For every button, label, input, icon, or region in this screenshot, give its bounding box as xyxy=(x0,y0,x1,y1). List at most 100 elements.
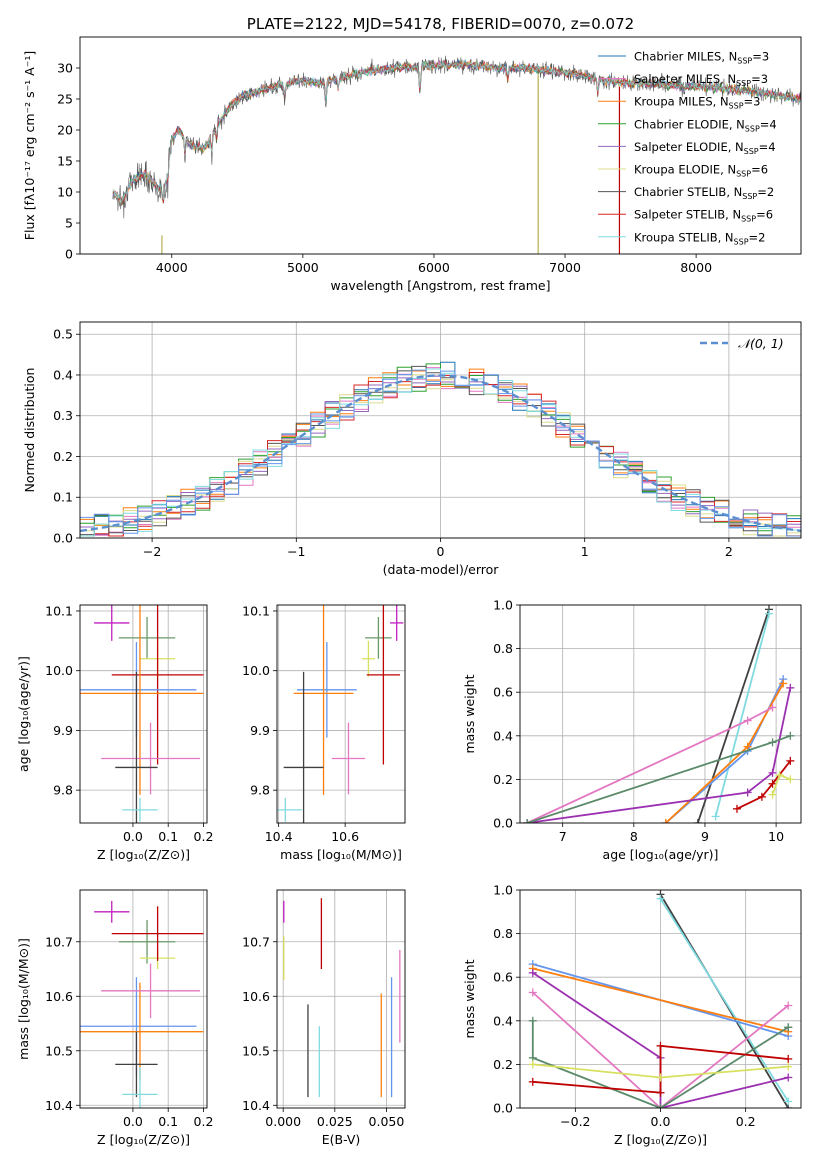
y-tick-label: 0.4 xyxy=(493,728,513,743)
y-tick-label: 0.8 xyxy=(493,641,513,656)
error-bar-point xyxy=(283,671,324,823)
weight-marker xyxy=(784,1023,793,1032)
weight-line xyxy=(696,609,770,823)
weight-line xyxy=(714,613,770,817)
weight-marker xyxy=(656,1041,665,1050)
axes-frame xyxy=(276,604,406,824)
weight-line xyxy=(532,967,789,1033)
weight-marker xyxy=(768,779,777,788)
panel-weight_vs_age: 7 8 9 10 0.0 0.2 0.4 0.6 0.8 1.0 age [log₁₀(age/yr… xyxy=(462,598,802,862)
plot-area xyxy=(523,605,795,823)
y-tick-label: 0.2 xyxy=(493,772,513,787)
weight-marker xyxy=(528,1077,537,1086)
x-tick-label: 0.2 xyxy=(194,1114,214,1129)
legend-label: Chabrier STELIB, NSSP=2 xyxy=(634,185,774,201)
legend-label: Kroupa STELIB, NSSP=2 xyxy=(634,230,765,246)
y-tick-label: 0.6 xyxy=(493,970,513,985)
x-tick-label: 6000 xyxy=(418,260,450,275)
error-bar-point xyxy=(277,797,302,822)
panel-age_vs_mass: 10.4 10.6 9.8 9.9 10.0 10.1 mass [log₁₀(M/M⊙)] xyxy=(242,603,406,862)
weight-marker xyxy=(743,788,752,797)
y-tick-label: 1.0 xyxy=(493,598,513,613)
weight-marker xyxy=(656,1104,665,1108)
weight-marker xyxy=(786,731,795,740)
legend: Chabrier MILES, NSSP=3 Salpeter MILES, NS… xyxy=(598,50,777,246)
y-tick-label: 0.0 xyxy=(493,816,513,831)
y-tick-label: 0.5 xyxy=(53,327,73,342)
weight-marker xyxy=(661,819,670,823)
error-bar-point xyxy=(80,605,204,795)
weight-marker xyxy=(757,792,766,801)
x-tick-label: 8000 xyxy=(680,260,712,275)
error-bar-point xyxy=(101,722,200,795)
y-tick-label: 10.0 xyxy=(242,663,270,678)
x-axis-label: wavelength [Angstrom, rest frame] xyxy=(330,278,550,293)
weight-marker xyxy=(743,716,752,725)
x-tick-label: 10.4 xyxy=(265,829,293,844)
x-tick-label: 4000 xyxy=(156,260,188,275)
weight-marker xyxy=(784,1097,793,1106)
y-tick-label: 20 xyxy=(57,123,73,138)
y-tick-label: 0.4 xyxy=(53,367,73,382)
weight-marker xyxy=(784,1062,793,1071)
weight-marker xyxy=(784,1073,793,1082)
y-tick-label: 10.7 xyxy=(242,934,270,949)
error-bar-point xyxy=(390,605,404,641)
plot-area xyxy=(277,605,405,823)
panel-mass_vs_EBV: 0.000 0.025 0.050 10.4 10.5 10.6 10.7 E(B-V) xyxy=(242,889,406,1147)
error-bar-point xyxy=(361,640,376,677)
panel-mass_vs_Z: 0.0 0.1 0.2 10.4 10.5 10.6 10.7 Z [log₁₀(Z/Z⊙)]… xyxy=(16,889,214,1147)
plot-area xyxy=(112,55,801,254)
weight-marker xyxy=(523,819,532,823)
x-tick-label: 1 xyxy=(581,544,589,559)
y-axis-label: mass weight xyxy=(462,959,477,1038)
weight-marker xyxy=(656,1088,665,1097)
chart-title: PLATE=2122, MJD=54178, FIBERID=0070, z=0… xyxy=(247,15,634,33)
panel-spectrum: 4000 5000 6000 7000 8000 0 5 10 15 20 25 30 waveleng… xyxy=(22,15,802,293)
weight-line xyxy=(659,898,789,1102)
y-tick-label: 0.3 xyxy=(53,408,73,423)
weight-marker xyxy=(768,768,777,777)
y-tick-label: 0.6 xyxy=(493,685,513,700)
weight-marker xyxy=(656,894,665,903)
y-tick-label: 0.0 xyxy=(493,1101,513,1116)
weight-marker xyxy=(656,1073,665,1082)
y-tick-label: 10.7 xyxy=(45,934,73,949)
y-tick-label: 15 xyxy=(57,154,73,169)
error-bar-point xyxy=(115,671,158,823)
y-tick-label: 25 xyxy=(57,92,73,107)
weight-marker xyxy=(528,988,537,997)
error-bar-point xyxy=(122,1067,158,1108)
legend-label: Salpeter STELIB, NSSP=6 xyxy=(634,208,773,224)
legend-label: Chabrier MILES, NSSP=3 xyxy=(634,50,769,66)
plot-area xyxy=(528,890,793,1108)
y-tick-label: 10.5 xyxy=(242,1043,270,1058)
y-tick-label: 10.6 xyxy=(242,989,270,1004)
error-bar-point xyxy=(94,605,130,641)
weight-marker xyxy=(768,703,777,712)
x-tick-label: 10.6 xyxy=(331,829,359,844)
y-tick-label: 9.9 xyxy=(250,723,270,738)
y-tick-label: 10.0 xyxy=(45,663,73,678)
x-tick-label: 7 xyxy=(559,829,567,844)
weight-marker xyxy=(743,742,752,751)
error-bar-point xyxy=(111,906,204,961)
y-tick-label: 5 xyxy=(65,216,73,231)
weight-marker xyxy=(768,738,777,747)
error-bar-point xyxy=(111,605,204,765)
weight-marker xyxy=(775,771,784,780)
error-bar-point xyxy=(293,605,354,795)
weight-marker xyxy=(768,790,777,799)
y-tick-label: 0.0 xyxy=(53,531,73,546)
weight-line xyxy=(526,687,792,823)
legend-label: 𝒩(0, 1) xyxy=(738,336,784,351)
x-tick-label: 0.0 xyxy=(651,1114,671,1129)
axes-frame xyxy=(519,889,802,1109)
y-tick-label: 0.2 xyxy=(53,449,73,464)
y-tick-label: 1.0 xyxy=(493,883,513,898)
y-tick-label: 0.1 xyxy=(53,490,73,505)
weight-line xyxy=(531,1020,789,1108)
spectrum-model-line xyxy=(112,58,801,205)
x-axis-label: age [log₁₀(age/yr)] xyxy=(603,847,719,862)
error-bar-point xyxy=(101,963,200,1019)
